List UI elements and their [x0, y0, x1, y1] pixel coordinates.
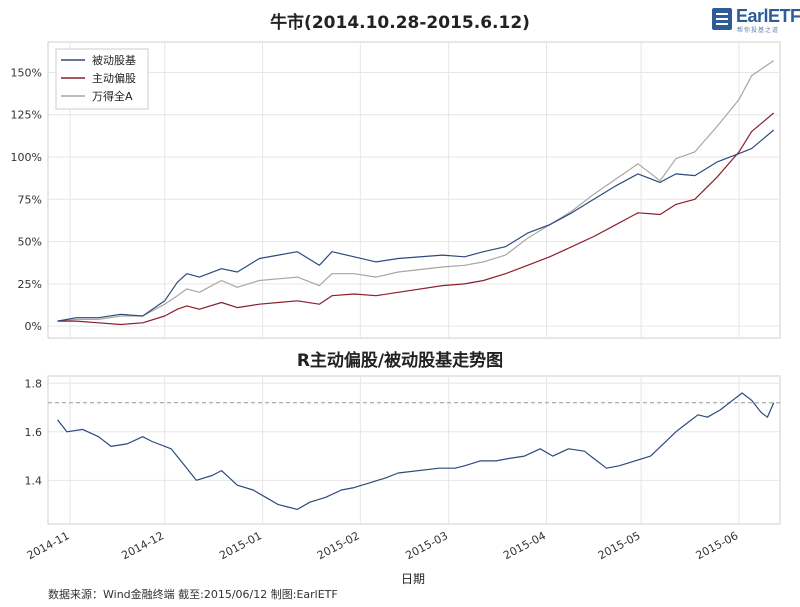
legend-box — [55, 48, 149, 110]
top-chart-title: 牛市(2014.10.28-2015.6.12) — [270, 12, 530, 33]
top-y-tick-label: 0% — [25, 320, 42, 333]
bottom-chart-title: R主动偏股/被动股基走势图 — [297, 350, 503, 371]
bottom-y-tick-label: 1.8 — [25, 377, 43, 390]
brand-logo-tagline: 帮你投基之道 — [737, 27, 780, 34]
bottom-y-tick-label: 1.6 — [25, 426, 43, 439]
brand-logo-text: EarlETF — [736, 6, 800, 26]
x-tick-label: 2015-06 — [694, 529, 741, 562]
bottom-y-tick-labels: 1.4 1.6 1.8 — [25, 377, 43, 487]
series-line-wind-a — [57, 60, 775, 322]
bottom-grid — [48, 376, 780, 524]
bottom-plot-frame — [47, 375, 781, 525]
x-tick-label: 2015-01 — [217, 529, 264, 562]
x-tick-label: 2015-05 — [596, 529, 643, 562]
top-plot-frame — [47, 41, 781, 339]
x-axis-label: 日期 — [401, 572, 425, 586]
bottom-y-tick-label: 1.4 — [25, 474, 43, 487]
brand-logo-icon — [712, 8, 732, 30]
bottom-series-lines — [57, 392, 775, 510]
brand-logo: EarlETF 帮你投基之道 — [712, 6, 800, 34]
series-line-passive — [57, 129, 775, 322]
top-y-tick-label: 25% — [18, 278, 42, 291]
legend: 被动股基 主动偏股 万得全A — [55, 48, 149, 110]
top-y-tick-label: 50% — [18, 236, 42, 249]
top-series-lines — [57, 60, 775, 326]
top-y-tick-labels: 0% 25% 50% 75% 100% 125% 150% — [11, 66, 42, 333]
top-y-tick-label: 75% — [18, 193, 42, 206]
legend-label-passive: 被动股基 — [92, 54, 136, 67]
top-y-tick-label: 125% — [11, 109, 42, 122]
legend-label-active: 主动偏股 — [92, 71, 136, 85]
x-tick-label: 2015-04 — [501, 529, 548, 562]
x-tick-label: 2014-12 — [119, 529, 166, 562]
x-tick-label: 2014-11 — [25, 529, 72, 562]
x-tick-label: 2015-03 — [403, 529, 450, 562]
source-note: 数据来源：Wind金融终端 截至:2015/06/12 制图:EarlETF — [48, 588, 338, 601]
x-tick-label: 2015-02 — [315, 529, 362, 562]
legend-label-wind-a: 万得全A — [92, 89, 133, 103]
top-y-tick-label: 100% — [11, 151, 42, 164]
bottom-x-tick-labels: 2014-11 2014-12 2015-01 2015-02 2015-03 2015-… — [25, 529, 741, 562]
top-y-tick-label: 150% — [11, 66, 42, 79]
series-line-active — [57, 112, 775, 326]
top-grid — [48, 42, 780, 338]
series-line-ratio — [57, 392, 775, 510]
